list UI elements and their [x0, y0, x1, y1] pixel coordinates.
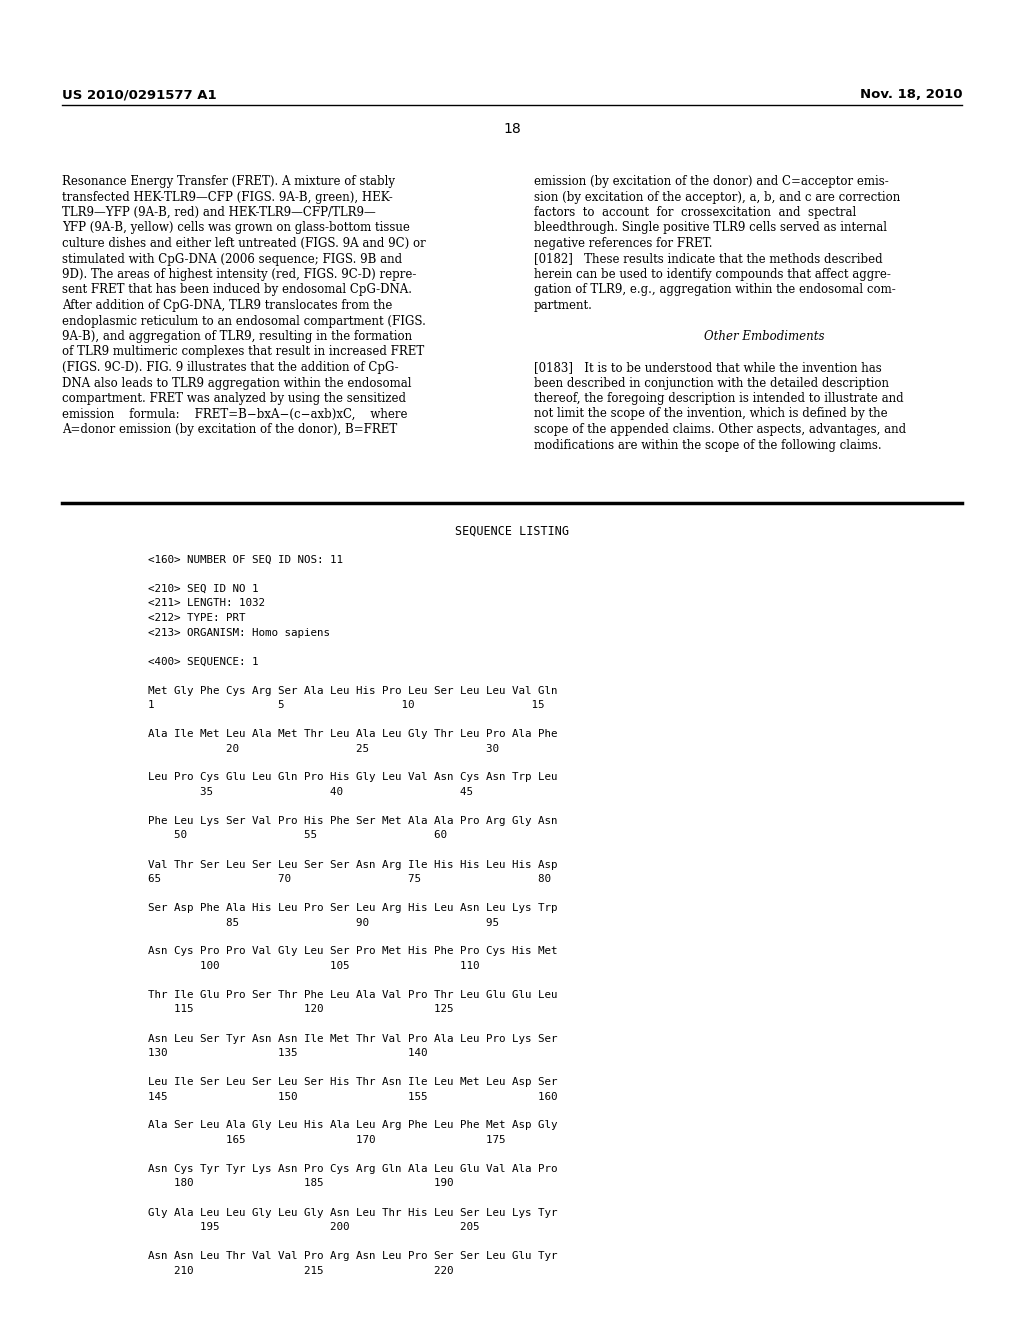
- Text: DNA also leads to TLR9 aggregation within the endosomal: DNA also leads to TLR9 aggregation withi…: [62, 376, 412, 389]
- Text: thereof, the foregoing description is intended to illustrate and: thereof, the foregoing description is in…: [534, 392, 903, 405]
- Text: Gly Ala Leu Leu Gly Leu Gly Asn Leu Thr His Leu Ser Leu Lys Tyr: Gly Ala Leu Leu Gly Leu Gly Asn Leu Thr …: [148, 1208, 557, 1217]
- Text: Ala Ser Leu Ala Gly Leu His Ala Leu Arg Phe Leu Phe Met Asp Gly: Ala Ser Leu Ala Gly Leu His Ala Leu Arg …: [148, 1121, 557, 1130]
- Text: Leu Ile Ser Leu Ser Leu Ser His Thr Asn Ile Leu Met Leu Asp Ser: Leu Ile Ser Leu Ser Leu Ser His Thr Asn …: [148, 1077, 557, 1086]
- Text: 9D). The areas of highest intensity (red, FIGS. 9C-D) repre-: 9D). The areas of highest intensity (red…: [62, 268, 417, 281]
- Text: sion (by excitation of the acceptor), a, b, and c are correction: sion (by excitation of the acceptor), a,…: [534, 190, 900, 203]
- Text: <211> LENGTH: 1032: <211> LENGTH: 1032: [148, 598, 265, 609]
- Text: <210> SEQ ID NO 1: <210> SEQ ID NO 1: [148, 583, 258, 594]
- Text: US 2010/0291577 A1: US 2010/0291577 A1: [62, 88, 217, 102]
- Text: Val Thr Ser Leu Ser Leu Ser Ser Asn Arg Ile His His Leu His Asp: Val Thr Ser Leu Ser Leu Ser Ser Asn Arg …: [148, 859, 557, 870]
- Text: partment.: partment.: [534, 300, 593, 312]
- Text: been described in conjunction with the detailed description: been described in conjunction with the d…: [534, 376, 889, 389]
- Text: compartment. FRET was analyzed by using the sensitized: compartment. FRET was analyzed by using …: [62, 392, 406, 405]
- Text: Met Gly Phe Cys Arg Ser Ala Leu His Pro Leu Ser Leu Leu Val Gln: Met Gly Phe Cys Arg Ser Ala Leu His Pro …: [148, 685, 557, 696]
- Text: Thr Ile Glu Pro Ser Thr Phe Leu Ala Val Pro Thr Leu Glu Glu Leu: Thr Ile Glu Pro Ser Thr Phe Leu Ala Val …: [148, 990, 557, 1001]
- Text: 100                 105                 110: 100 105 110: [148, 961, 479, 972]
- Text: 65                  70                  75                  80: 65 70 75 80: [148, 874, 551, 884]
- Text: sent FRET that has been induced by endosomal CpG-DNA.: sent FRET that has been induced by endos…: [62, 284, 412, 297]
- Text: YFP (9A-B, yellow) cells was grown on glass-bottom tissue: YFP (9A-B, yellow) cells was grown on gl…: [62, 222, 410, 235]
- Text: endoplasmic reticulum to an endosomal compartment (FIGS.: endoplasmic reticulum to an endosomal co…: [62, 314, 426, 327]
- Text: <160> NUMBER OF SEQ ID NOS: 11: <160> NUMBER OF SEQ ID NOS: 11: [148, 554, 343, 565]
- Text: factors  to  account  for  crossexcitation  and  spectral: factors to account for crossexcitation a…: [534, 206, 856, 219]
- Text: Asn Asn Leu Thr Val Val Pro Arg Asn Leu Pro Ser Ser Leu Glu Tyr: Asn Asn Leu Thr Val Val Pro Arg Asn Leu …: [148, 1251, 557, 1261]
- Text: 50                  55                  60: 50 55 60: [148, 830, 447, 841]
- Text: 165                 170                 175: 165 170 175: [148, 1135, 506, 1144]
- Text: Other Embodiments: Other Embodiments: [703, 330, 824, 343]
- Text: A=donor emission (by excitation of the donor), B=FRET: A=donor emission (by excitation of the d…: [62, 422, 397, 436]
- Text: 85                  90                  95: 85 90 95: [148, 917, 499, 928]
- Text: stimulated with CpG-DNA (2006 sequence; FIGS. 9B and: stimulated with CpG-DNA (2006 sequence; …: [62, 252, 402, 265]
- Text: 195                 200                 205: 195 200 205: [148, 1222, 479, 1232]
- Text: (FIGS. 9C-D). FIG. 9 illustrates that the addition of CpG-: (FIGS. 9C-D). FIG. 9 illustrates that th…: [62, 360, 398, 374]
- Text: herein can be used to identify compounds that affect aggre-: herein can be used to identify compounds…: [534, 268, 891, 281]
- Text: 130                 135                 140: 130 135 140: [148, 1048, 427, 1059]
- Text: [0183]   It is to be understood that while the invention has: [0183] It is to be understood that while…: [534, 360, 882, 374]
- Text: scope of the appended claims. Other aspects, advantages, and: scope of the appended claims. Other aspe…: [534, 422, 906, 436]
- Text: Asn Cys Pro Pro Val Gly Leu Ser Pro Met His Phe Pro Cys His Met: Asn Cys Pro Pro Val Gly Leu Ser Pro Met …: [148, 946, 557, 957]
- Text: TLR9—YFP (9A-B, red) and HEK-TLR9—CFP/TLR9—: TLR9—YFP (9A-B, red) and HEK-TLR9—CFP/TL…: [62, 206, 376, 219]
- Text: 180                 185                 190: 180 185 190: [148, 1179, 454, 1188]
- Text: <212> TYPE: PRT: <212> TYPE: PRT: [148, 612, 246, 623]
- Text: negative references for FRET.: negative references for FRET.: [534, 238, 713, 249]
- Text: 35                  40                  45: 35 40 45: [148, 787, 473, 797]
- Text: 18: 18: [503, 121, 521, 136]
- Text: 115                 120                 125: 115 120 125: [148, 1005, 454, 1015]
- Text: SEQUENCE LISTING: SEQUENCE LISTING: [455, 525, 569, 539]
- Text: 1                   5                  10                  15: 1 5 10 15: [148, 700, 545, 710]
- Text: Asn Cys Tyr Tyr Lys Asn Pro Cys Arg Gln Ala Leu Glu Val Ala Pro: Asn Cys Tyr Tyr Lys Asn Pro Cys Arg Gln …: [148, 1164, 557, 1173]
- Text: bleedthrough. Single positive TLR9 cells served as internal: bleedthrough. Single positive TLR9 cells…: [534, 222, 887, 235]
- Text: Ser Asp Phe Ala His Leu Pro Ser Leu Arg His Leu Asn Leu Lys Trp: Ser Asp Phe Ala His Leu Pro Ser Leu Arg …: [148, 903, 557, 913]
- Text: emission (by excitation of the donor) and C=acceptor emis-: emission (by excitation of the donor) an…: [534, 176, 889, 187]
- Text: Phe Leu Lys Ser Val Pro His Phe Ser Met Ala Ala Pro Arg Gly Asn: Phe Leu Lys Ser Val Pro His Phe Ser Met …: [148, 816, 557, 826]
- Text: Nov. 18, 2010: Nov. 18, 2010: [859, 88, 962, 102]
- Text: Leu Pro Cys Glu Leu Gln Pro His Gly Leu Val Asn Cys Asn Trp Leu: Leu Pro Cys Glu Leu Gln Pro His Gly Leu …: [148, 772, 557, 783]
- Text: <400> SEQUENCE: 1: <400> SEQUENCE: 1: [148, 656, 258, 667]
- Text: not limit the scope of the invention, which is defined by the: not limit the scope of the invention, wh…: [534, 408, 888, 421]
- Text: Resonance Energy Transfer (FRET). A mixture of stably: Resonance Energy Transfer (FRET). A mixt…: [62, 176, 395, 187]
- Text: <213> ORGANISM: Homo sapiens: <213> ORGANISM: Homo sapiens: [148, 627, 330, 638]
- Text: transfected HEK-TLR9—CFP (FIGS. 9A-B, green), HEK-: transfected HEK-TLR9—CFP (FIGS. 9A-B, gr…: [62, 190, 393, 203]
- Text: culture dishes and either left untreated (FIGS. 9A and 9C) or: culture dishes and either left untreated…: [62, 238, 426, 249]
- Text: After addition of CpG-DNA, TLR9 translocates from the: After addition of CpG-DNA, TLR9 transloc…: [62, 300, 392, 312]
- Text: 210                 215                 220: 210 215 220: [148, 1266, 454, 1275]
- Text: Asn Leu Ser Tyr Asn Asn Ile Met Thr Val Pro Ala Leu Pro Lys Ser: Asn Leu Ser Tyr Asn Asn Ile Met Thr Val …: [148, 1034, 557, 1044]
- Text: of TLR9 multimeric complexes that result in increased FRET: of TLR9 multimeric complexes that result…: [62, 346, 424, 359]
- Text: [0182]   These results indicate that the methods described: [0182] These results indicate that the m…: [534, 252, 883, 265]
- Text: 20                  25                  30: 20 25 30: [148, 743, 499, 754]
- Text: emission    formula:    FRET=B−bxA−(c−axb)xC,    where: emission formula: FRET=B−bxA−(c−axb)xC, …: [62, 408, 408, 421]
- Text: modifications are within the scope of the following claims.: modifications are within the scope of th…: [534, 438, 882, 451]
- Text: Ala Ile Met Leu Ala Met Thr Leu Ala Leu Gly Thr Leu Pro Ala Phe: Ala Ile Met Leu Ala Met Thr Leu Ala Leu …: [148, 729, 557, 739]
- Text: gation of TLR9, e.g., aggregation within the endosomal com-: gation of TLR9, e.g., aggregation within…: [534, 284, 896, 297]
- Text: 9A-B), and aggregation of TLR9, resulting in the formation: 9A-B), and aggregation of TLR9, resultin…: [62, 330, 412, 343]
- Text: 145                 150                 155                 160: 145 150 155 160: [148, 1092, 557, 1101]
